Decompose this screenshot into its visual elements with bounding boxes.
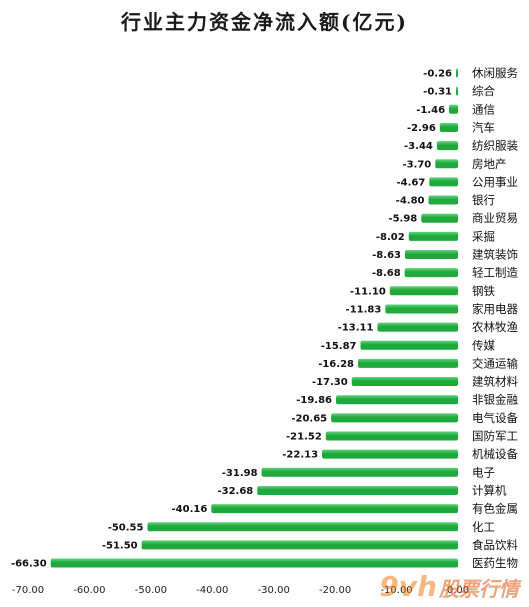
value-label-24: -40.16 [172, 504, 208, 515]
category-label-0: 休闲服务 [472, 66, 518, 80]
category-label-12: 钢铁 [472, 284, 495, 298]
bar-24 [211, 504, 458, 514]
x-tick-label-7: 0.00 [447, 585, 469, 596]
value-label-23: -32.68 [217, 486, 253, 497]
bar-11 [404, 268, 458, 278]
category-label-10: 建筑装饰 [472, 248, 518, 262]
bar-3 [439, 122, 458, 132]
category-label-17: 建筑材料 [472, 375, 518, 389]
value-label-19: -20.65 [291, 413, 327, 424]
bar-6 [429, 177, 458, 187]
value-label-3: -2.96 [407, 123, 436, 134]
x-axis-ticks: -70.00 -60.00 -50.00 -40.00 -30.00 -20.00 -10.… [12, 585, 469, 596]
value-label-13: -11.83 [346, 304, 382, 315]
value-label-14: -13.11 [338, 323, 374, 334]
x-tick-label-3: -40.00 [196, 585, 228, 596]
x-tick-label-0: -70.00 [12, 585, 44, 596]
category-label-1: 综合 [472, 84, 495, 98]
category-label-25: 化工 [472, 520, 495, 534]
value-label-27: -66.30 [11, 559, 47, 570]
category-label-19: 电气设备 [472, 411, 518, 425]
value-label-0: -0.26 [423, 69, 452, 80]
category-label-18: 非银金融 [472, 393, 518, 407]
value-label-18: -19.86 [296, 395, 332, 406]
bar-13 [385, 304, 458, 314]
category-label-14: 农林牧渔 [472, 320, 518, 334]
bar-26 [141, 540, 458, 550]
value-label-11: -8.68 [372, 268, 401, 279]
bar-20 [325, 431, 458, 441]
category-label-11: 轻工制造 [472, 266, 518, 280]
bar-4 [436, 141, 458, 151]
category-label-27: 医药生物 [472, 556, 518, 570]
bar-12 [389, 286, 458, 296]
value-label-5: -3.70 [402, 159, 431, 170]
chart-title: 行业主力资金净流入额(亿元) [121, 10, 408, 34]
bar-23 [257, 485, 458, 495]
bar-2 [449, 104, 458, 114]
watermark-text: 股票行情 [439, 577, 519, 601]
bar-27 [50, 558, 458, 568]
bar-10 [404, 250, 458, 259]
value-label-9: -8.02 [376, 232, 405, 243]
category-label-20: 国防军工 [472, 429, 518, 443]
value-label-6: -4.67 [396, 177, 425, 188]
bar-18 [336, 395, 458, 405]
bar-9 [408, 231, 458, 241]
bar-0 [456, 68, 458, 78]
x-tick-label-6: -10.00 [380, 585, 412, 596]
bar-8 [421, 213, 458, 223]
bar-14 [377, 322, 458, 332]
category-label-2: 通信 [472, 102, 495, 116]
value-label-12: -11.10 [350, 286, 386, 297]
value-label-15: -15.87 [321, 341, 357, 352]
bar-16 [357, 358, 458, 368]
category-label-23: 计算机 [472, 483, 507, 497]
value-label-25: -50.55 [108, 522, 144, 533]
bar-15 [360, 340, 458, 350]
bar-25 [147, 522, 458, 532]
value-label-21: -22.13 [282, 450, 318, 461]
value-label-4: -3.44 [404, 141, 433, 152]
value-label-26: -51.50 [102, 540, 138, 551]
bar-5 [435, 159, 458, 169]
value-label-1: -0.31 [423, 87, 452, 98]
category-label-13: 家用电器 [472, 302, 518, 316]
bar-22 [261, 467, 458, 477]
bars-group: -0.26 休闲服务 -0.31 综合 -1.46 通信 -2.96 汽车 -3.44 纺织服装 -… [11, 66, 519, 570]
value-label-2: -1.46 [416, 105, 445, 116]
category-label-22: 电子 [472, 465, 495, 479]
value-label-8: -5.98 [388, 214, 417, 225]
watermark: 9vh 股票行情 [379, 570, 519, 603]
x-tick-label-5: -20.00 [319, 585, 351, 596]
category-label-6: 公用事业 [472, 175, 518, 189]
category-label-3: 汽车 [472, 120, 495, 134]
category-label-7: 银行 [472, 193, 495, 207]
bar-19 [331, 413, 458, 423]
value-label-10: -8.63 [372, 250, 401, 261]
bar-21 [322, 449, 458, 459]
value-label-22: -31.98 [222, 468, 258, 479]
category-label-9: 采掘 [472, 229, 495, 243]
x-tick-label-1: -60.00 [73, 585, 105, 596]
watermark-logo: 9vh [379, 570, 437, 603]
category-label-24: 有色金属 [472, 502, 518, 516]
value-label-17: -17.30 [312, 377, 348, 388]
bar-7 [428, 195, 458, 205]
category-label-16: 交通运输 [472, 356, 518, 370]
category-label-26: 食品饮料 [472, 538, 518, 552]
value-label-20: -21.52 [286, 432, 322, 443]
x-tick-label-4: -30.00 [258, 585, 290, 596]
category-label-15: 传媒 [472, 338, 495, 352]
value-label-7: -4.80 [396, 196, 425, 207]
bar-17 [351, 377, 458, 387]
category-label-8: 商业贸易 [472, 211, 518, 225]
value-label-16: -16.28 [318, 359, 354, 370]
x-tick-label-2: -50.00 [135, 585, 167, 596]
category-label-5: 房地产 [472, 157, 507, 171]
category-label-21: 机械设备 [472, 447, 518, 461]
category-label-4: 纺织服装 [472, 139, 518, 153]
bar-1 [456, 86, 458, 96]
